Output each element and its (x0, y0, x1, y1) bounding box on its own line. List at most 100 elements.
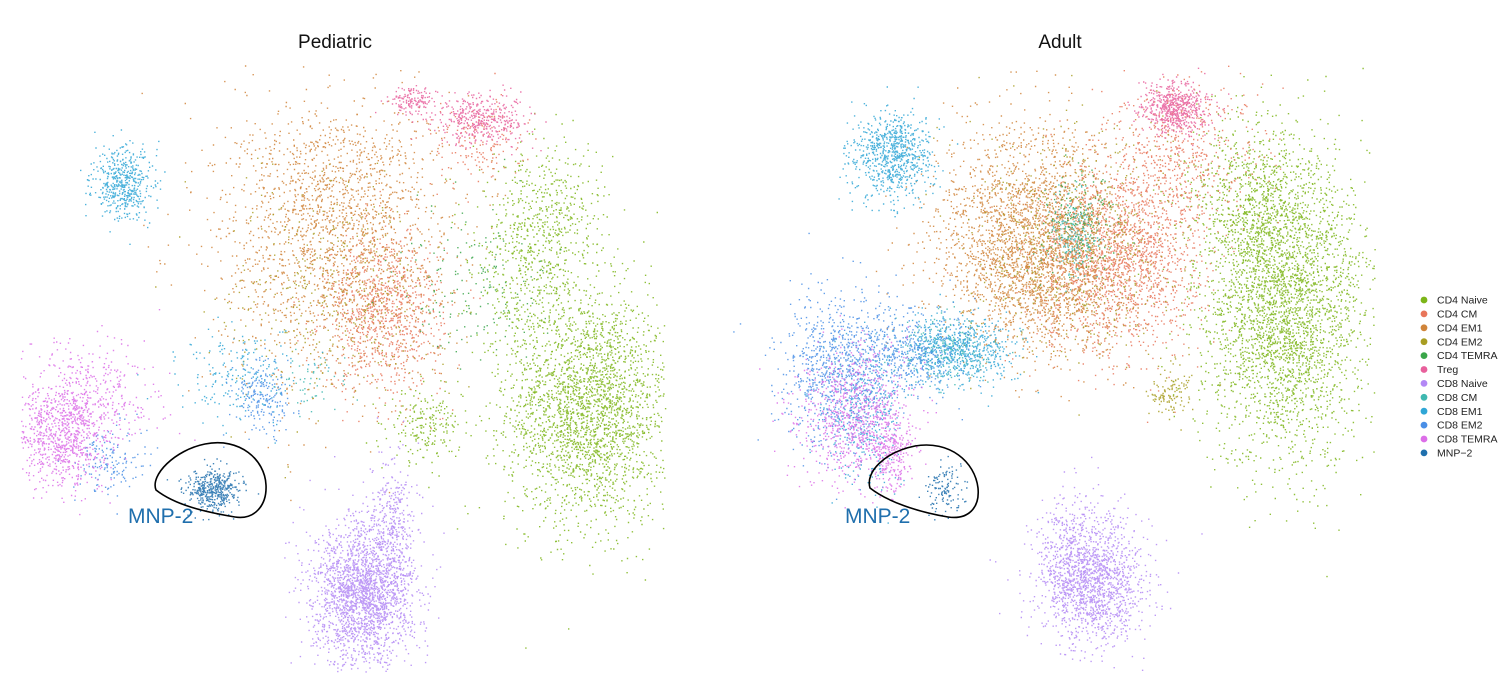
series-cd4-naive (1137, 67, 1376, 578)
pediatric-mnp2-outline (154, 441, 267, 519)
scatter-points-cluster-2 (365, 372, 472, 489)
legend-swatch (1420, 380, 1428, 387)
legend-item: CD8 Naive (1420, 378, 1488, 390)
series-cd4-naive (365, 112, 667, 649)
pediatric-panel: Pediatric MNP-2 (20, 32, 667, 673)
legend-label: CD4 Naive (1437, 295, 1488, 307)
series-cd8-naive (989, 456, 1203, 671)
scatter-points-cluster-0 (20, 354, 126, 516)
series-mnp-2 (166, 458, 260, 521)
scatter-points-cluster-1 (415, 72, 537, 203)
legend-item: Treg (1420, 364, 1458, 376)
legend-swatch (1420, 393, 1428, 401)
legend-swatch (1420, 366, 1428, 373)
adult-panel: Adult MNP-2 (733, 32, 1376, 671)
scatter-points-cluster-0 (80, 129, 166, 245)
scatter-points-cluster-0 (222, 347, 300, 448)
series-cd4-em1 (141, 65, 507, 502)
scatter-points-cluster-0 (989, 467, 1203, 671)
series-cd8-em1 (804, 86, 1040, 524)
series-cd8-em2 (57, 347, 300, 515)
scatter-points-cluster-1 (375, 85, 451, 123)
legend-label: CD4 TEMRA (1437, 350, 1497, 362)
scatter-points-cluster-1 (1125, 347, 1194, 431)
legend-label: CD8 EM1 (1437, 406, 1483, 418)
legend-swatch (1420, 310, 1428, 318)
scatter-points-cluster-0 (155, 157, 519, 479)
scatter-points-cluster-0 (838, 86, 959, 218)
series-cd8-naive (284, 417, 445, 673)
legend-item: CD8 EM2 (1420, 420, 1483, 432)
legend-label: CD8 EM2 (1437, 420, 1483, 432)
series-cd8-temra (20, 309, 196, 516)
series-cd8-cm (866, 181, 1104, 394)
scatter-points-cluster-0 (1127, 67, 1230, 153)
series-cd8-em1 (80, 129, 330, 444)
scatter-points-cluster-1 (1025, 456, 1110, 607)
scatter-points-cluster-0 (277, 190, 481, 430)
pediatric-mnp2-label: MNP-2 (128, 505, 193, 528)
scatter-points-cluster-0 (1040, 181, 1104, 293)
legend-item: CD4 EM1 (1420, 322, 1483, 334)
legend-item: CD8 CM (1420, 392, 1477, 404)
legend-item: CD8 TEMRA (1420, 434, 1497, 446)
scatter-points-cluster-1 (57, 413, 159, 515)
scatter-points-cluster-1 (873, 293, 1040, 407)
legend-swatch (1420, 449, 1428, 457)
scatter-points-cluster-1 (891, 168, 1184, 392)
series-treg (1127, 67, 1230, 153)
pediatric-title: Pediatric (298, 32, 372, 53)
series-cd8-cm (273, 348, 358, 418)
scatter-points-cluster-0 (284, 456, 445, 673)
series-cd4-cm (946, 65, 1284, 423)
legend-label: CD4 CM (1437, 309, 1477, 321)
legend-swatch (1420, 296, 1428, 304)
scatter-points-cluster-0 (1137, 74, 1376, 578)
legend-item: CD8 EM1 (1420, 406, 1483, 418)
scatter-points-cluster-1 (1152, 67, 1364, 340)
scatter-points-cluster-3 (503, 113, 626, 359)
legend-item: CD4 CM (1420, 309, 1477, 321)
legend-label: CD8 Naive (1437, 378, 1488, 390)
series-cd4-em2 (155, 157, 519, 479)
scatter-points-cluster-0 (166, 458, 260, 521)
series-mnp-2 (918, 455, 969, 521)
legend-swatch (1420, 338, 1428, 346)
adult-points (733, 65, 1376, 671)
legend-item: MNP−2 (1420, 448, 1472, 460)
scatter-points-cluster-0 (273, 348, 358, 418)
legend-swatch (1420, 435, 1428, 443)
scatter-points-cluster-1 (445, 112, 591, 434)
adult-mnp2-outline (868, 444, 979, 519)
legend-label: CD8 TEMRA (1437, 434, 1497, 446)
legend-label: MNP−2 (1437, 448, 1472, 460)
series-treg (375, 84, 547, 156)
series-cd8-temra (759, 315, 937, 512)
scatter-points-cluster-0 (918, 455, 969, 521)
legend-swatch (1420, 324, 1428, 332)
scatter-points-cluster-1 (137, 316, 330, 444)
adult-title: Adult (1038, 32, 1082, 53)
legend-label: CD4 EM2 (1437, 336, 1483, 348)
legend-swatch (1420, 421, 1428, 429)
scatter-points-cluster-0 (410, 84, 547, 156)
legend-item: CD4 TEMRA (1420, 350, 1497, 362)
legend-label: Treg (1437, 364, 1458, 376)
adult-mnp2-label: MNP-2 (845, 505, 910, 528)
series-cd4-cm (277, 72, 537, 430)
scatter-points-cluster-0 (946, 113, 1253, 423)
legend-item: CD4 EM2 (1420, 336, 1483, 348)
legend-item: CD4 Naive (1420, 295, 1488, 307)
pediatric-points (20, 65, 667, 673)
series-cd4-em2 (918, 74, 1233, 431)
scatter-points-cluster-1 (860, 404, 917, 512)
legend-swatch (1420, 352, 1428, 359)
legend-label: CD8 CM (1437, 392, 1477, 404)
scatter-points-cluster-0 (423, 211, 667, 649)
scatter-points-cluster-1 (361, 417, 425, 655)
scatter-points-cluster-0 (141, 65, 507, 502)
series-cd4-em1 (875, 70, 1203, 402)
scatter-points-cluster-1 (866, 301, 1024, 394)
